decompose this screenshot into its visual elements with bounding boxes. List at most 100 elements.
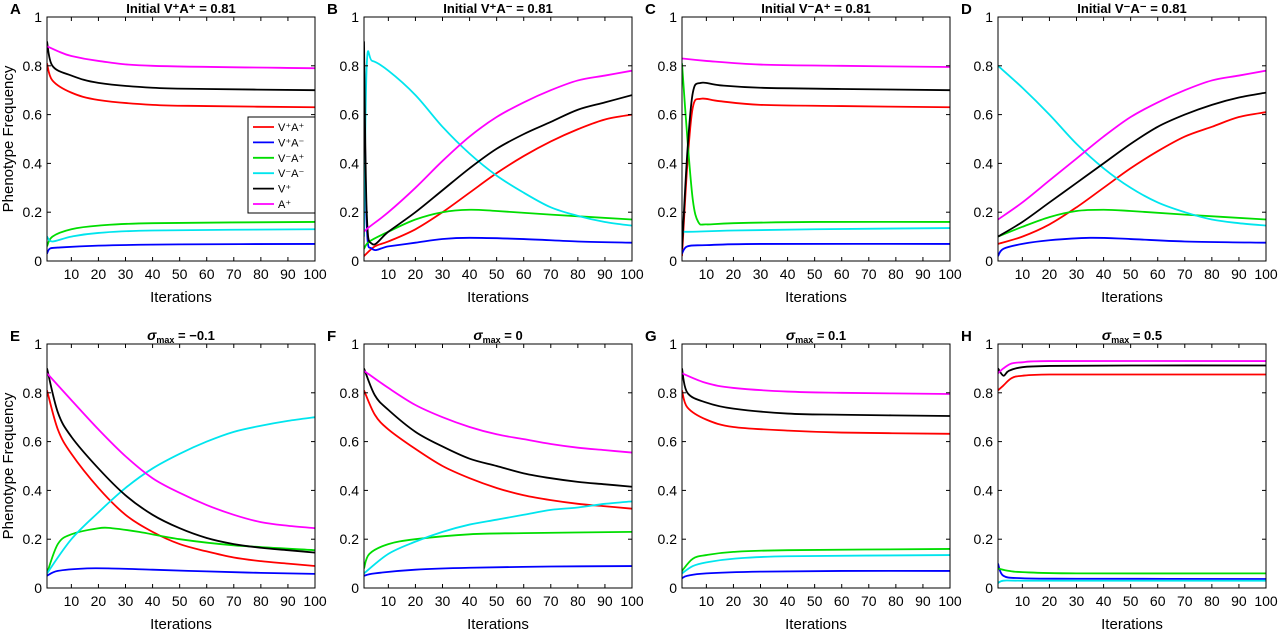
x-tick-label: 90 bbox=[280, 593, 296, 609]
y-tick-label: 0.8 bbox=[23, 58, 43, 74]
x-tick-label: 20 bbox=[408, 266, 424, 282]
series-line-6 bbox=[47, 45, 315, 70]
series-line-2 bbox=[682, 569, 950, 580]
axes-frame bbox=[681, 16, 951, 262]
series-group bbox=[682, 368, 950, 580]
x-axis-label: Iterations bbox=[785, 289, 847, 306]
x-tick-label: 40 bbox=[145, 593, 161, 609]
series-line-4 bbox=[364, 500, 632, 575]
title-subscript: max bbox=[1111, 335, 1129, 345]
series-line-6 bbox=[364, 370, 632, 454]
series-group bbox=[364, 41, 632, 257]
title-value: = 0.1 bbox=[813, 328, 846, 343]
y-tick-label: 1 bbox=[351, 9, 359, 25]
series-line-4 bbox=[998, 65, 1266, 227]
series-line-1 bbox=[364, 113, 632, 257]
y-tick-label: 0.2 bbox=[974, 531, 994, 547]
y-tick-label: 0.4 bbox=[658, 155, 678, 171]
y-tick-label: 0.2 bbox=[340, 531, 360, 547]
axes-frame bbox=[997, 343, 1267, 589]
x-tick-label: 100 bbox=[938, 266, 962, 282]
title-symbol: σ bbox=[1102, 327, 1112, 343]
panel-title: Initial V⁻A⁻ = 0.81 bbox=[1077, 1, 1186, 16]
y-tick-label: 1 bbox=[985, 9, 993, 25]
panel-title: σmax = 0 bbox=[473, 327, 522, 345]
series-group bbox=[998, 65, 1266, 257]
y-tick-label: 0.8 bbox=[340, 385, 360, 401]
x-tick-label: 10 bbox=[64, 593, 80, 609]
x-tick-label: 100 bbox=[303, 266, 327, 282]
x-tick-label: 70 bbox=[1177, 266, 1193, 282]
series-line-6 bbox=[47, 372, 315, 530]
series-line-4 bbox=[682, 227, 950, 233]
x-tick-label: 60 bbox=[834, 266, 850, 282]
x-tick-label: 80 bbox=[888, 266, 904, 282]
x-axis-label: Iterations bbox=[1101, 616, 1163, 633]
y-axis-label: Phenotype Frequency bbox=[0, 392, 17, 539]
series-line-3 bbox=[682, 548, 950, 572]
x-tick-label: 50 bbox=[807, 593, 823, 609]
series-line-1 bbox=[998, 373, 1266, 392]
x-tick-label: 30 bbox=[1069, 266, 1085, 282]
x-axis-label: Iterations bbox=[467, 616, 529, 633]
x-tick-label: 30 bbox=[435, 266, 451, 282]
series-line-5 bbox=[682, 368, 950, 417]
title-value: = 0.5 bbox=[1129, 328, 1162, 343]
y-tick-label: 0 bbox=[985, 580, 993, 596]
x-tick-label: 20 bbox=[1042, 266, 1058, 282]
y-tick-label: 0 bbox=[34, 580, 42, 596]
y-tick-label: 0.2 bbox=[23, 204, 43, 220]
legend-box bbox=[247, 116, 316, 214]
x-tick-label: 30 bbox=[1069, 593, 1085, 609]
y-tick-label: 0.6 bbox=[658, 434, 678, 450]
panel-e: 0 0.2 0.4 0.6 0.8 1 10 20 30 40 50 60 70 80 90 100 Itera… bbox=[0, 327, 327, 633]
series-line-3 bbox=[47, 526, 315, 574]
x-tick-label: 80 bbox=[570, 593, 586, 609]
series-line-5 bbox=[47, 41, 315, 92]
x-tick-label: 90 bbox=[597, 266, 613, 282]
x-tick-label: 80 bbox=[1204, 266, 1220, 282]
panel-f: 0 0.2 0.4 0.6 0.8 1 10 20 30 40 50 60 70 80 90 100 Itera… bbox=[327, 327, 644, 633]
legend-label: V⁻A⁺ bbox=[278, 153, 304, 165]
x-tick-label: 90 bbox=[280, 266, 296, 282]
x-tick-label: 50 bbox=[172, 266, 188, 282]
series-group bbox=[364, 368, 632, 577]
series-line-4 bbox=[364, 50, 632, 237]
series-group bbox=[47, 41, 315, 255]
series-line-3 bbox=[682, 63, 950, 226]
x-tick-label: 50 bbox=[1123, 593, 1139, 609]
x-tick-label: 80 bbox=[253, 593, 269, 609]
panel-letter: F bbox=[327, 328, 336, 345]
y-tick-label: 0.6 bbox=[340, 434, 360, 450]
y-tick-label: 0 bbox=[351, 580, 359, 596]
y-tick-label: 1 bbox=[669, 336, 677, 352]
x-tick-label: 20 bbox=[726, 266, 742, 282]
y-tick-label: 0.2 bbox=[658, 531, 678, 547]
title-value: = −0.1 bbox=[174, 328, 214, 343]
series-line-5 bbox=[998, 91, 1266, 238]
y-tick-label: 0.2 bbox=[974, 204, 994, 220]
panel-a: 0 0.2 0.4 0.6 0.8 1 10 20 30 40 50 60 70 80 90 100 Itera… bbox=[0, 1, 327, 306]
panel-d: 0 0.2 0.4 0.6 0.8 1 10 20 30 40 50 60 70 80 90 100 Itera… bbox=[961, 1, 1278, 306]
x-tick-label: 30 bbox=[753, 593, 769, 609]
x-tick-label: 50 bbox=[172, 593, 188, 609]
x-axis-label: Iterations bbox=[150, 289, 212, 306]
y-tick-label: 0.4 bbox=[340, 482, 360, 498]
axes-frame bbox=[363, 16, 633, 262]
panel-title: σmax = −0.1 bbox=[147, 327, 215, 345]
x-tick-label: 80 bbox=[888, 593, 904, 609]
panel-letter: D bbox=[961, 1, 972, 18]
y-tick-label: 0.4 bbox=[658, 482, 678, 498]
y-tick-label: 0 bbox=[669, 580, 677, 596]
y-tick-label: 1 bbox=[34, 9, 42, 25]
legend-label: V⁺A⁺ bbox=[278, 122, 304, 134]
x-axis-label: Iterations bbox=[1101, 289, 1163, 306]
series-line-4 bbox=[682, 554, 950, 575]
y-tick-label: 0 bbox=[985, 253, 993, 269]
y-tick-label: 0.4 bbox=[974, 155, 994, 171]
series-line-4 bbox=[998, 579, 1266, 584]
y-tick-label: 0.4 bbox=[340, 155, 360, 171]
y-tick-label: 0.2 bbox=[658, 204, 678, 220]
y-tick-label: 0.2 bbox=[340, 204, 360, 220]
